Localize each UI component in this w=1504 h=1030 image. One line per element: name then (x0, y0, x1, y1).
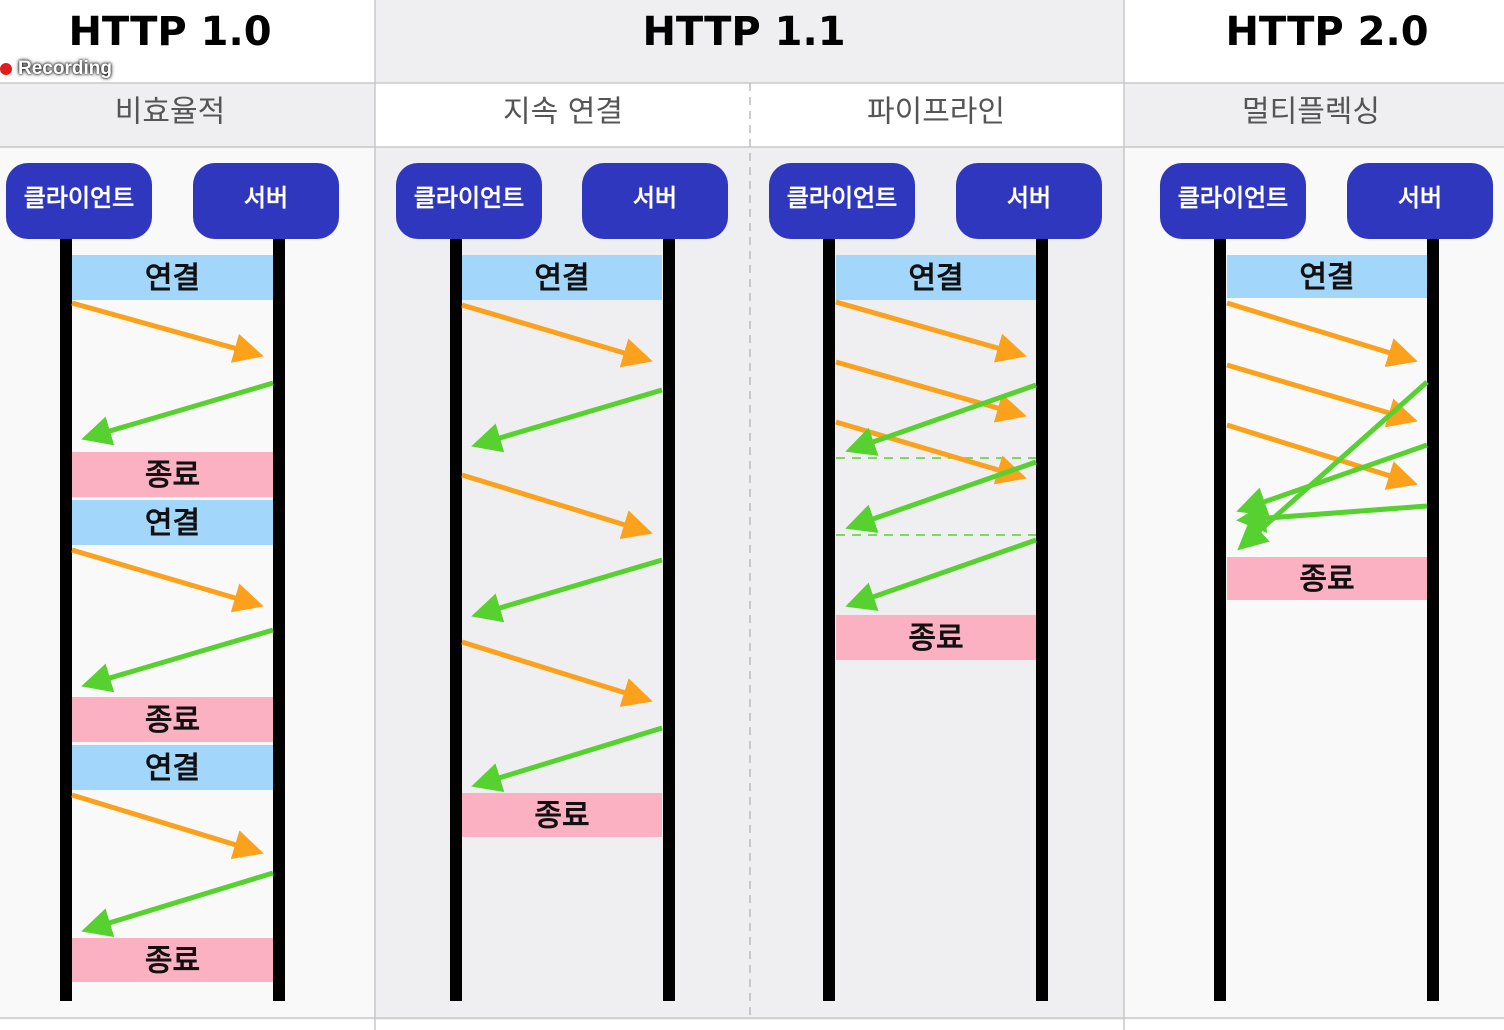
column-subtitle: 파이프라인 (867, 95, 1005, 130)
close-label: 종료 (1299, 562, 1354, 597)
request-arrow (71, 792, 264, 860)
server-lifeline (1427, 235, 1439, 1001)
column-title: HTTP 1.0 (68, 9, 271, 55)
server-node (1347, 163, 1493, 239)
close-label: 종료 (145, 458, 200, 493)
client-lifeline (60, 235, 72, 1001)
server-lifeline (663, 235, 675, 1001)
client-node-label: 클라이언트 (1178, 184, 1288, 212)
client-node-label: 클라이언트 (787, 184, 897, 212)
client-lifeline (1214, 235, 1226, 1001)
client-node (6, 163, 152, 239)
column-title: HTTP 2.0 (1225, 9, 1428, 55)
response-arrow (1236, 442, 1428, 516)
request-arrow (1226, 362, 1418, 428)
response-arrow (471, 387, 663, 453)
client-node-label: 클라이언트 (24, 184, 134, 212)
connect-block (462, 255, 662, 300)
client-node-label: 클라이언트 (414, 184, 524, 212)
connect-block (836, 255, 1036, 300)
connect-label: 연결 (145, 506, 200, 541)
connect-label: 연결 (145, 261, 200, 296)
connect-label: 연결 (1299, 260, 1354, 295)
column-subtitle: 지속 연결 (503, 95, 623, 130)
response-arrow (845, 382, 1037, 456)
recording-indicator: Recording (0, 58, 112, 80)
response-arrow (81, 380, 274, 446)
close-label: 종료 (145, 703, 200, 738)
request-arrow (835, 299, 1027, 363)
response-arrow (1236, 503, 1428, 534)
response-arrow (81, 627, 274, 693)
server-node (193, 163, 339, 239)
request-arrow (461, 472, 653, 540)
connect-block (72, 500, 273, 545)
server-node-label: 서버 (1398, 184, 1442, 212)
client-node (769, 163, 915, 239)
request-arrow (1226, 422, 1418, 490)
subheader-bg-http10 (0, 83, 375, 147)
subheader-bg-http20 (1124, 83, 1504, 147)
response-arrow (471, 725, 663, 793)
recording-label: Recording (18, 58, 112, 79)
request-arrow (71, 547, 264, 613)
server-node (956, 163, 1102, 239)
request-arrow (71, 300, 264, 363)
server-node-label: 서버 (633, 184, 677, 212)
column-subtitle: 비효율적 (115, 95, 225, 130)
close-label: 종료 (145, 944, 200, 979)
connect-block (72, 255, 273, 300)
response-arrow (845, 537, 1037, 611)
request-arrow (461, 639, 653, 707)
close-label: 종료 (908, 621, 963, 656)
client-node (1160, 163, 1306, 239)
connect-label: 연결 (908, 261, 963, 296)
connect-block (1227, 255, 1427, 298)
request-arrow (1226, 300, 1418, 368)
client-node (396, 163, 542, 239)
server-lifeline (273, 235, 285, 1001)
client-lifeline (450, 235, 462, 1001)
close-block (1227, 557, 1427, 600)
header-bg-http11 (375, 0, 1124, 83)
column-title: HTTP 1.1 (642, 9, 845, 55)
server-node-label: 서버 (1007, 184, 1051, 212)
request-arrow (835, 359, 1027, 423)
response-arrow (471, 557, 663, 623)
close-block (72, 697, 273, 742)
connect-label: 연결 (534, 261, 589, 296)
request-arrow (461, 302, 653, 368)
response-arrow (81, 870, 274, 938)
close-block (72, 452, 273, 497)
client-lifeline (823, 235, 835, 1001)
column-subtitle: 멀티플렉싱 (1242, 95, 1380, 130)
close-label: 종료 (534, 799, 589, 834)
server-lifeline (1036, 235, 1048, 1001)
server-node (582, 163, 728, 239)
server-node-label: 서버 (244, 184, 288, 212)
connect-label: 연결 (145, 751, 200, 786)
close-block (836, 615, 1036, 660)
recording-dot-icon (0, 63, 12, 75)
response-arrow (845, 459, 1037, 533)
connect-block (72, 745, 273, 790)
close-block (462, 793, 662, 837)
close-block (72, 938, 273, 982)
